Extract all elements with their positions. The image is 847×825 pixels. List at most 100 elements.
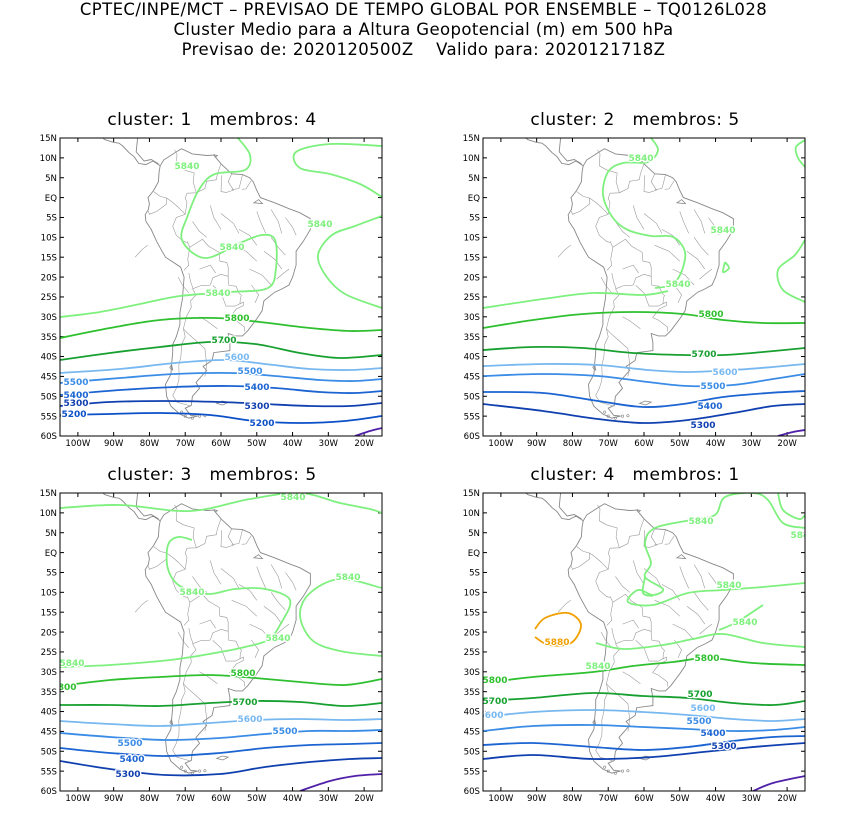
- border-line: [622, 316, 641, 329]
- contour-label: 5700: [687, 690, 712, 700]
- contour-label: 5840: [174, 162, 199, 172]
- contour-line: [721, 261, 730, 274]
- coastline: [567, 503, 734, 774]
- border-line: [241, 180, 252, 190]
- border-line: [611, 238, 652, 289]
- border-line: [615, 576, 630, 593]
- contour-line: [483, 724, 805, 732]
- contour-label: 5300: [690, 421, 715, 431]
- map-canvas: 15N10N5NEQ5S10S15S20S25S30S35S40S45S50S5…: [40, 110, 383, 448]
- border-line: [557, 600, 571, 613]
- border-line: [654, 600, 681, 617]
- contour-label: 5840: [688, 517, 713, 527]
- lon-tick-label: 20W: [354, 794, 374, 803]
- border-line: [229, 656, 245, 687]
- border-line: [622, 264, 639, 274]
- contour-line: [60, 674, 382, 687]
- map-layers: 5840 5840 5840 5840 5800 5700 5600 5500 5500 5400…: [60, 110, 382, 436]
- island-outline: [195, 480, 200, 482]
- contour-label: 5800: [230, 669, 255, 679]
- border-line: [210, 560, 222, 585]
- contour-label: 5400: [63, 391, 88, 401]
- contour-line: [60, 340, 382, 361]
- lat-tick-label: 10S: [41, 589, 57, 599]
- lat-tick-label: 40S: [464, 353, 480, 363]
- lat-tick-label: 30S: [41, 313, 57, 323]
- lat-tick-label: 10S: [464, 234, 480, 244]
- coastline: [567, 148, 734, 419]
- island-dot: [183, 769, 187, 773]
- lat-tick-label: 40S: [41, 708, 57, 718]
- contour-label: 5300: [63, 399, 88, 409]
- border-line: [270, 592, 286, 611]
- island-outline: [618, 480, 623, 482]
- border-line: [693, 564, 706, 589]
- lat-tick-label: 5S: [46, 214, 57, 224]
- border-line: [231, 245, 258, 262]
- lat-tick-label: 45S: [464, 373, 480, 383]
- lon-tick-label: 80W: [140, 439, 160, 448]
- lat-tick-label: 35S: [464, 688, 480, 698]
- contour-line: [299, 773, 382, 791]
- lat-tick-label: 55S: [464, 767, 480, 777]
- header-line-3: Previsao de: 2020120500Z Valido para: 20…: [181, 40, 666, 59]
- border-line: [166, 552, 186, 570]
- border-line: [270, 564, 283, 589]
- border-line: [241, 535, 252, 545]
- border-line: [693, 209, 706, 234]
- lon-tick-label: 20W: [777, 439, 797, 448]
- contour-label: 5500: [700, 382, 725, 392]
- border-line: [251, 284, 259, 304]
- contour-line: [595, 633, 805, 650]
- lat-tick-label: 5N: [45, 529, 57, 539]
- lon-tick-label: 60W: [634, 439, 654, 448]
- lat-tick-label: 15S: [464, 608, 480, 618]
- border-line: [183, 241, 191, 271]
- contour-line: [483, 657, 805, 684]
- lon-tick-label: 60W: [211, 439, 231, 448]
- border-line: [672, 623, 695, 641]
- lat-tick-label: 50S: [464, 747, 480, 757]
- lat-tick-label: 5N: [468, 174, 480, 184]
- island-outline: [636, 154, 642, 158]
- contour-label: 5600: [712, 368, 737, 378]
- lat-tick-label: 45S: [41, 728, 57, 738]
- contour-label: 5400: [700, 729, 725, 739]
- border-line: [600, 276, 613, 294]
- contour-line: [60, 757, 382, 777]
- border-line: [664, 535, 675, 545]
- island-outline: [593, 119, 614, 128]
- panel-title: cluster: 1 membros: 4: [107, 110, 317, 130]
- border-line: [249, 268, 272, 286]
- contour-label: 5800: [224, 314, 249, 324]
- contour-line: [60, 535, 292, 668]
- border-line: [635, 276, 665, 307]
- lat-tick-label: 15N: [40, 489, 57, 499]
- contour-label: 5700: [482, 697, 507, 707]
- lat-tick-label: 60S: [41, 432, 57, 442]
- contour-label: 5600: [478, 711, 503, 721]
- contour-label: 5840: [59, 659, 84, 669]
- coastline: [525, 138, 584, 167]
- island-outline: [636, 509, 642, 513]
- panel-title: cluster: 3 membros: 5: [107, 465, 317, 485]
- border-line: [679, 566, 689, 589]
- map-layers: 5840 5840 5840 5840 5840 5880 5800 5800 5700 5700…: [478, 480, 805, 791]
- island-dot: [203, 769, 207, 773]
- island-outline: [132, 465, 171, 473]
- border-line: [557, 245, 571, 258]
- border-line: [679, 211, 689, 234]
- border-line: [231, 529, 243, 545]
- border-line: [652, 301, 668, 332]
- lat-tick-label: 5S: [469, 569, 480, 579]
- contour-label: 5840: [205, 289, 230, 299]
- lon-tick-label: 90W: [104, 439, 124, 448]
- lat-tick-label: 15N: [463, 134, 480, 144]
- contour-line: [60, 412, 382, 424]
- island-outline: [132, 110, 171, 118]
- lat-tick-label: 20S: [464, 628, 480, 638]
- border-line: [263, 605, 283, 625]
- island-dot: [626, 414, 630, 418]
- lat-tick-label: 60S: [464, 787, 480, 797]
- lon-tick-label: 60W: [634, 794, 654, 803]
